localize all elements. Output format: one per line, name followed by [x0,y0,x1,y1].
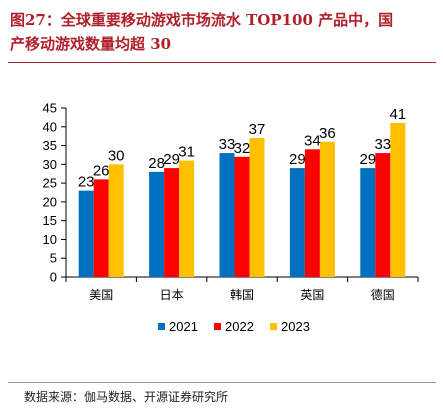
bar [93,179,109,277]
bar [289,168,305,277]
bar [149,171,165,277]
y-tick-label: 5 [50,251,57,266]
data-label: 32 [234,140,251,157]
x-tick-label: 德国 [371,287,395,302]
legend: 2021 2022 2023 [158,319,310,334]
data-label: 30 [108,147,125,164]
data-label: 29 [289,151,306,168]
y-tick-label: 15 [43,213,57,228]
data-label: 29 [163,151,180,168]
y-tick-label: 45 [43,101,57,116]
source-note: 数据来源：伽马数据、开源证券研究所 [24,390,229,404]
source-divider [8,382,436,383]
bar [179,160,195,277]
bar [360,168,376,277]
y-tick-label: 40 [43,119,57,134]
data-label: 28 [148,155,165,172]
data-label: 36 [319,125,336,142]
legend-swatch [214,323,221,330]
y-tick-label: 30 [43,157,57,172]
bar [319,141,335,277]
y-tick-label: 20 [43,194,57,209]
x-tick-label: 英国 [300,288,324,302]
bar [78,190,94,277]
bar [375,153,391,277]
data-label: 33 [374,136,391,153]
bars [78,123,406,278]
bar [164,168,180,277]
data-label: 37 [249,121,266,138]
data-label: 34 [304,132,321,149]
y-tick-label: 10 [43,232,57,247]
bar [304,149,320,277]
legend-label: 2023 [281,319,310,334]
data-label: 26 [93,162,110,179]
legend-label: 2021 [169,319,198,334]
x-tick-label: 日本 [160,288,184,302]
bar [219,153,235,277]
title-line-2: 产移动游戏数量均超 30 [10,35,172,53]
data-label: 41 [389,106,406,123]
bar [390,123,406,278]
data-label: 33 [219,136,236,153]
bar [108,164,124,277]
title-divider [8,62,436,63]
legend-swatch [270,323,277,330]
data-label: 29 [359,151,376,168]
title-line-1: 图27：全球重要移动游戏市场流水 TOP100 产品中，国 [10,11,394,29]
data-label: 23 [78,174,95,191]
y-tick-label: 25 [43,176,57,191]
x-tick-label: 美国 [89,288,113,302]
bar [249,138,265,277]
y-tick-label: 35 [43,138,57,153]
legend-swatch [158,323,165,330]
data-label: 31 [178,144,195,161]
chart-title: 图27：全球重要移动游戏市场流水 TOP100 产品中，国 产移动游戏数量均超 … [10,8,436,56]
bar [234,156,250,277]
legend-label: 2022 [225,319,254,334]
y-tick-label: 0 [50,270,57,285]
x-tick-label: 韩国 [230,287,254,302]
